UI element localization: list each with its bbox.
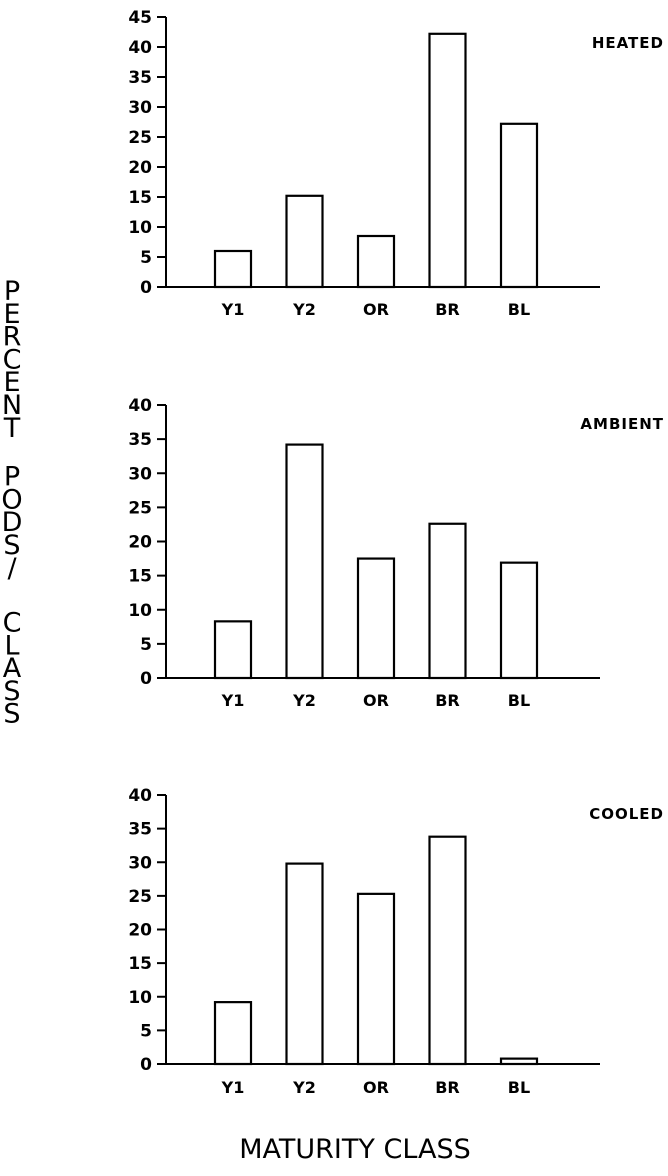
y-axis-label-letter: P: [4, 462, 20, 493]
category-label: BR: [435, 1078, 460, 1097]
y-tick-label: 5: [140, 248, 152, 268]
y-tick-label: 40: [128, 786, 152, 806]
y-tick-label: 40: [128, 38, 152, 58]
panel-title: HEATED: [592, 34, 664, 52]
y-tick-label: 0: [140, 1055, 152, 1075]
category-label: BR: [435, 300, 460, 319]
panel-heated: 0 5 10 15 20 25 30 35 40 45 Y1 Y2 OR BR BL HEATED: [128, 8, 664, 319]
y-tick-label: 20: [128, 158, 152, 178]
category-label: Y2: [292, 691, 316, 710]
y-tick-label: 15: [128, 567, 152, 587]
y-tick-label: 45: [128, 8, 152, 28]
bar-bl: [499, 1057, 539, 1066]
y-tick-label: 10: [128, 601, 152, 621]
y-tick-label: 15: [128, 188, 152, 208]
y-tick-label: 5: [140, 635, 152, 655]
y-axis-label-letter: R: [3, 322, 22, 353]
bar-y1: [213, 249, 253, 289]
y-axis-label-letter: E: [3, 367, 20, 398]
y-axis-label-letter: P: [4, 276, 20, 307]
y-tick-label: 30: [128, 98, 152, 118]
y-axis-label-letter: L: [4, 630, 19, 661]
category-label: Y1: [221, 300, 245, 319]
bar-y1: [213, 620, 253, 680]
bar-or: [356, 557, 396, 680]
bar-or: [356, 234, 396, 289]
bar-br: [428, 522, 467, 680]
category-label: Y1: [221, 691, 245, 710]
y-tick-label: 25: [128, 887, 152, 907]
y-axis-label-letter: N: [2, 390, 22, 421]
bar-br: [428, 835, 467, 1066]
y-axis-label-letter: C: [3, 608, 22, 639]
y-tick-label: 20: [128, 533, 152, 553]
y-tick-label: 10: [128, 988, 152, 1008]
y-tick-label: 25: [128, 128, 152, 148]
y-tick-label: 0: [140, 669, 152, 689]
category-label: BL: [508, 1078, 530, 1097]
y-tick-label: 0: [140, 278, 152, 298]
y-tick-label: 5: [140, 1021, 152, 1041]
y-axis-label-letter: S: [3, 530, 20, 561]
y-tick-label: 35: [128, 68, 152, 88]
category-label: OR: [363, 1078, 389, 1097]
y-tick-label: 35: [128, 430, 152, 450]
panel-title: COOLED: [589, 805, 664, 823]
y-tick-label: 15: [128, 954, 152, 974]
y-tick-label: 30: [128, 464, 152, 484]
x-axis-label: MATURITY CLASS: [239, 1134, 470, 1165]
category-label: BL: [508, 691, 530, 710]
bar-br: [428, 32, 467, 289]
bar-y2: [285, 194, 324, 289]
y-axis-label-letter: O: [1, 484, 22, 515]
panel-cooled: 0 5 10 15 20 25 30 35 40 Y1 Y2 OR BR BL COOLED: [128, 786, 664, 1097]
y-axis-label-letter: E: [3, 299, 20, 330]
category-label: BR: [435, 691, 460, 710]
y-tick-label: 25: [128, 498, 152, 518]
category-label: Y1: [221, 1078, 245, 1097]
bar-y2: [285, 862, 324, 1066]
y-tick-label: 30: [128, 853, 152, 873]
y-axis-label-letter: S: [3, 676, 20, 707]
y-axis-label-letter: D: [2, 507, 23, 538]
y-axis-label-letter: /: [7, 553, 17, 584]
category-label: OR: [363, 300, 389, 319]
panel-title: AMBIENT: [580, 415, 664, 433]
bar-y1: [213, 1001, 253, 1066]
bar-bl: [499, 122, 539, 289]
y-tick-label: 35: [128, 820, 152, 840]
y-axis-label-letter: T: [3, 413, 21, 444]
panel-ambient: 0 5 10 15 20 25 30 35 40 Y1 Y2 OR BR BL AMBIENT: [128, 396, 664, 710]
chart-panels: 0 5 10 15 20 25 30 35 40 45 Y1 Y2 OR BR BL HEATED 0 5 10 15…: [128, 8, 664, 1097]
y-tick-label: 40: [128, 396, 152, 416]
y-axis-label-letter: A: [3, 653, 22, 684]
y-axis-label-letter: C: [3, 344, 22, 375]
y-axis-label-letter: S: [3, 699, 20, 730]
y-tick-label: 20: [128, 921, 152, 941]
y-tick-label: 10: [128, 218, 152, 238]
category-label: Y2: [292, 300, 316, 319]
bar-bl: [499, 561, 539, 680]
bar-y2: [285, 443, 324, 680]
category-label: Y2: [292, 1078, 316, 1097]
bar-or: [356, 892, 396, 1066]
category-label: BL: [508, 300, 530, 319]
category-label: OR: [363, 691, 389, 710]
